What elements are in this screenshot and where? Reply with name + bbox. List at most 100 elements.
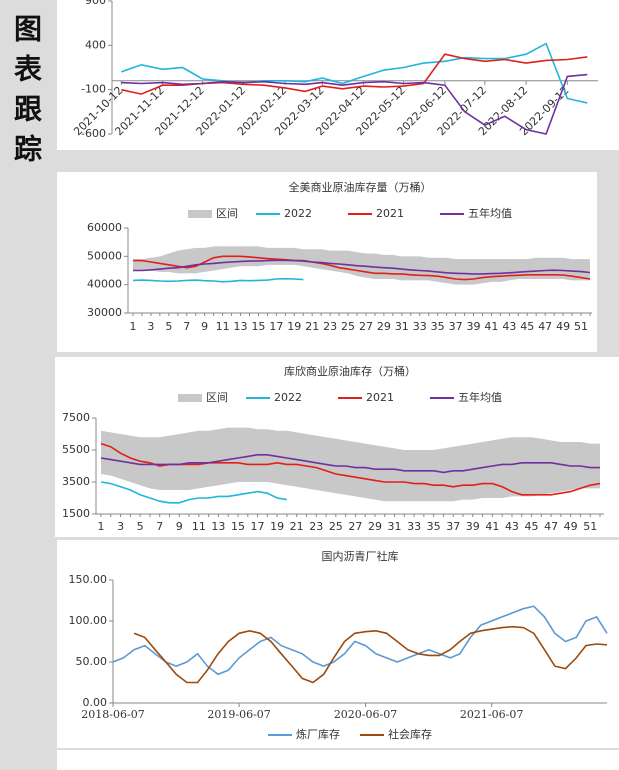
x-tick-label: 29 [377,320,391,333]
x-tick-label: 5 [165,320,172,333]
x-tick-label: 43 [502,320,516,333]
x-tick-label: 13 [211,520,225,533]
y-tick-label: 50000 [87,249,122,262]
y-tick-label: 100.00 [69,614,108,627]
y-tick-label: 900 [85,0,106,7]
panel [57,750,619,770]
x-tick-label: 1 [98,520,105,533]
x-tick-label: 49 [564,520,578,533]
x-tick-label: 3 [147,320,154,333]
panel [57,0,619,150]
x-tick-label: 39 [467,320,481,333]
x-tick-label: 2021-06-07 [460,708,523,721]
legend-label: 2021 [366,391,394,404]
legend-swatch [188,210,212,218]
series-line [133,625,608,684]
y-tick-label: 400 [85,38,106,51]
x-tick-label: 2018-06-07 [81,708,144,721]
legend-label: 区间 [216,207,238,220]
legend-label: 五年均值 [458,390,502,404]
series-line [100,454,600,474]
x-tick-label: 33 [413,320,427,333]
x-tick-label: 23 [323,320,337,333]
series-line [100,481,288,504]
x-tick-label: 3 [117,520,124,533]
x-tick-label: 25 [341,320,355,333]
legend-label: 2022 [274,391,302,404]
chart-title: 库欣商业原油库存（万桶） [284,364,416,378]
x-tick-label: 35 [431,320,445,333]
x-tick-label: 45 [525,520,539,533]
legend-label: 五年均值 [468,206,512,220]
y-tick-label: 40000 [87,278,122,291]
legend-label: 炼厂库存 [296,727,340,741]
x-tick-label: 51 [583,520,597,533]
series-line [112,605,608,676]
y-tick-label: -600 [81,127,106,140]
y-tick-label: -100 [81,83,106,96]
series-line [121,42,588,104]
x-tick-label: 37 [446,520,460,533]
x-tick-label: 5 [137,520,144,533]
x-tick-label: 19 [287,320,301,333]
x-tick-label: 31 [388,520,402,533]
x-tick-label: 49 [556,320,570,333]
x-tick-label: 2020-06-07 [334,708,397,721]
x-tick-label: 13 [234,320,248,333]
legend-swatch [178,394,202,402]
x-tick-label: 23 [309,520,323,533]
x-tick-label: 2019-06-07 [207,708,270,721]
x-tick-label: 21 [305,320,319,333]
x-tick-label: 45 [520,320,534,333]
x-tick-label: 39 [466,520,480,533]
sidebar-title: 图表跟踪 [10,14,43,174]
y-tick-label: 0.00 [83,696,108,709]
x-tick-label: 17 [251,520,265,533]
y-tick-label: 150.00 [69,573,108,586]
x-tick-label: 43 [505,520,519,533]
y-tick-label: 5500 [62,443,90,456]
y-tick-label: 7500 [62,411,90,424]
legend-label: 区间 [206,391,228,404]
legend-label: 社会库存 [388,727,432,741]
y-tick-label: 30000 [87,306,122,319]
x-tick-label: 9 [176,520,183,533]
x-tick-label: 11 [192,520,206,533]
x-tick-label: 29 [368,520,382,533]
series-line [132,277,304,283]
y-tick-label: 3500 [62,475,90,488]
x-tick-label: 51 [574,320,588,333]
x-tick-label: 41 [485,520,499,533]
x-tick-label: 37 [449,320,463,333]
x-tick-label: 19 [270,520,284,533]
legend-label: 2022 [284,207,312,220]
x-tick-label: 25 [329,520,343,533]
x-tick-label: 7 [183,320,190,333]
x-tick-label: 31 [395,320,409,333]
x-tick-label: 17 [269,320,283,333]
y-tick-label: 1500 [62,507,90,520]
x-tick-label: 1 [130,320,137,333]
x-tick-label: 27 [359,320,373,333]
legend-label: 2021 [376,207,404,220]
x-tick-label: 47 [544,520,558,533]
x-tick-label: 47 [538,320,552,333]
x-tick-label: 11 [216,320,230,333]
x-tick-label: 9 [201,320,208,333]
x-tick-label: 21 [290,520,304,533]
chart-title: 国内沥青厂社库 [322,549,399,563]
x-tick-label: 41 [484,320,498,333]
y-tick-label: 50.00 [76,655,108,668]
chart-title: 全美商业原油库存量（万桶） [289,180,432,194]
x-tick-label: 15 [231,520,245,533]
series-line [121,73,588,135]
x-tick-label: 7 [156,520,163,533]
series-line [133,259,591,275]
range-band [101,427,600,502]
x-tick-label: 33 [407,520,421,533]
y-tick-label: 60000 [87,221,122,234]
x-tick-label: 35 [427,520,441,533]
series-line [133,255,591,281]
